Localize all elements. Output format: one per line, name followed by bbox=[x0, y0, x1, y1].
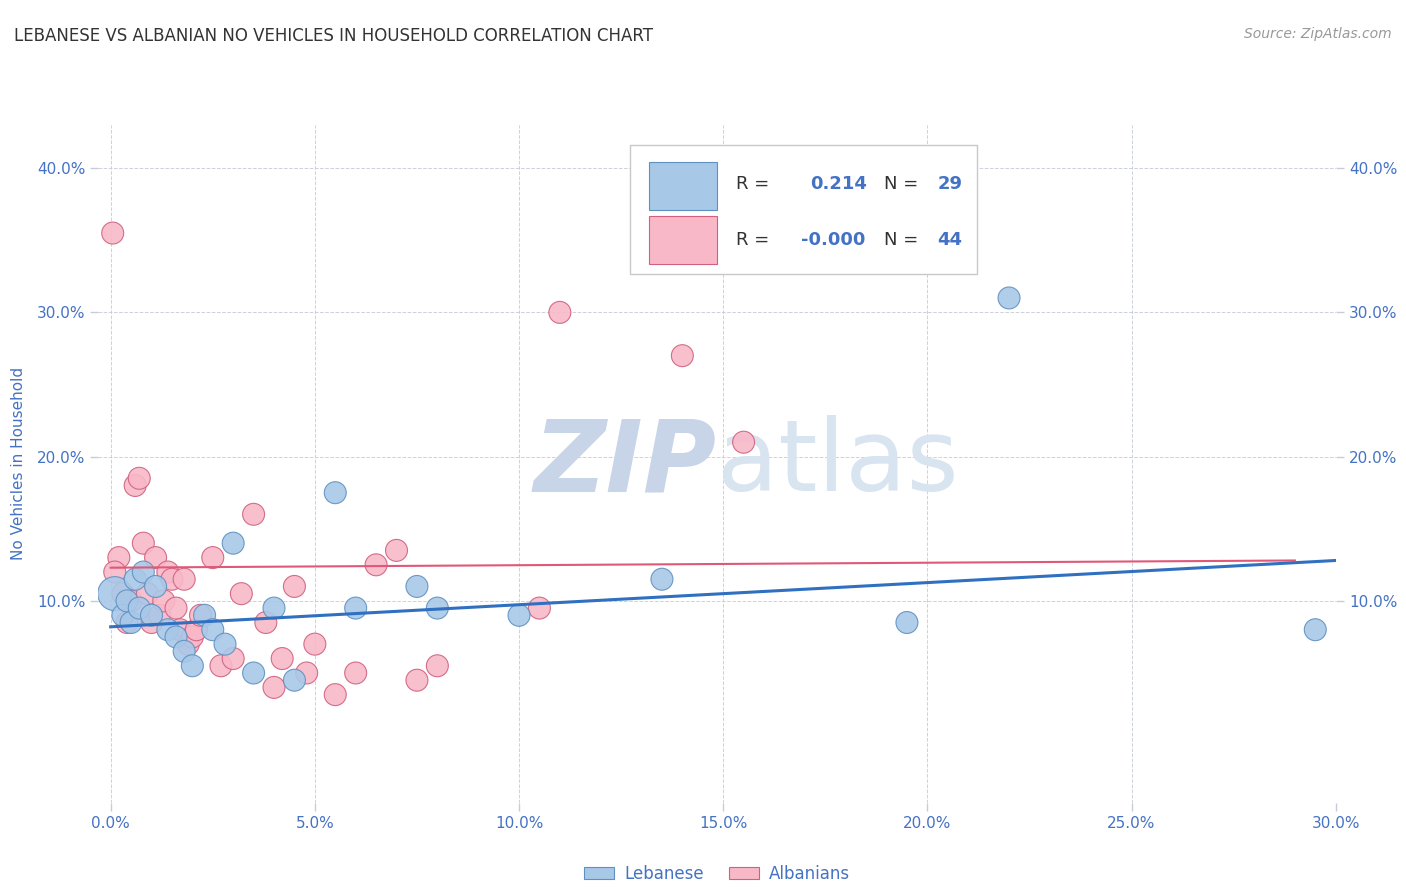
Point bbox=[124, 478, 146, 492]
Point bbox=[101, 226, 124, 240]
Point bbox=[194, 608, 217, 623]
Point bbox=[263, 601, 285, 615]
Text: 29: 29 bbox=[938, 175, 962, 193]
Point bbox=[1303, 623, 1326, 637]
Point bbox=[120, 594, 142, 608]
Point bbox=[529, 601, 551, 615]
Point bbox=[145, 579, 167, 593]
Text: ZIP: ZIP bbox=[534, 416, 717, 512]
Point bbox=[104, 587, 127, 601]
Point bbox=[186, 623, 208, 637]
Point bbox=[283, 579, 305, 593]
Point bbox=[323, 688, 346, 702]
Point bbox=[108, 550, 131, 565]
Point bbox=[165, 601, 187, 615]
Text: 0.214: 0.214 bbox=[810, 175, 866, 193]
FancyBboxPatch shape bbox=[650, 217, 717, 264]
Point bbox=[190, 608, 212, 623]
Text: R =: R = bbox=[735, 231, 775, 249]
Point bbox=[165, 630, 187, 644]
Point bbox=[132, 565, 155, 579]
Point bbox=[152, 594, 174, 608]
Text: LEBANESE VS ALBANIAN NO VEHICLES IN HOUSEHOLD CORRELATION CHART: LEBANESE VS ALBANIAN NO VEHICLES IN HOUS… bbox=[14, 27, 652, 45]
Point bbox=[149, 608, 172, 623]
Point bbox=[651, 572, 673, 586]
Point bbox=[128, 601, 150, 615]
Point bbox=[201, 623, 224, 637]
Point bbox=[160, 572, 183, 586]
Text: Source: ZipAtlas.com: Source: ZipAtlas.com bbox=[1244, 27, 1392, 41]
Point bbox=[173, 572, 195, 586]
Point bbox=[177, 637, 200, 651]
Point bbox=[115, 594, 138, 608]
Point bbox=[242, 508, 264, 522]
Point bbox=[120, 615, 142, 630]
Point bbox=[104, 565, 127, 579]
FancyBboxPatch shape bbox=[650, 162, 717, 210]
FancyBboxPatch shape bbox=[630, 145, 977, 274]
Point bbox=[254, 615, 277, 630]
Point bbox=[111, 587, 134, 601]
Text: 44: 44 bbox=[938, 231, 962, 249]
Point bbox=[344, 601, 367, 615]
Point bbox=[242, 665, 264, 680]
Point bbox=[231, 587, 253, 601]
Point bbox=[733, 435, 755, 450]
Point bbox=[181, 630, 204, 644]
Text: N =: N = bbox=[884, 231, 924, 249]
Point bbox=[145, 550, 167, 565]
Point bbox=[323, 485, 346, 500]
Point bbox=[426, 601, 449, 615]
Point bbox=[222, 651, 245, 665]
Point bbox=[173, 644, 195, 658]
Point bbox=[156, 623, 179, 637]
Point bbox=[111, 608, 134, 623]
Point bbox=[508, 608, 530, 623]
Point bbox=[201, 550, 224, 565]
Point bbox=[209, 658, 232, 673]
Point bbox=[141, 615, 163, 630]
Point bbox=[896, 615, 918, 630]
Point bbox=[283, 673, 305, 688]
Point bbox=[406, 673, 429, 688]
Point bbox=[214, 637, 236, 651]
Point bbox=[124, 572, 146, 586]
Text: -0.000: -0.000 bbox=[801, 231, 866, 249]
Point bbox=[132, 536, 155, 550]
Point bbox=[304, 637, 326, 651]
Point bbox=[548, 305, 571, 319]
Point bbox=[671, 349, 693, 363]
Point bbox=[141, 608, 163, 623]
Point bbox=[263, 681, 285, 695]
Point bbox=[295, 665, 318, 680]
Point bbox=[406, 579, 429, 593]
Text: atlas: atlas bbox=[717, 416, 959, 512]
Point bbox=[156, 565, 179, 579]
Point bbox=[222, 536, 245, 550]
Point bbox=[426, 658, 449, 673]
Point bbox=[136, 587, 159, 601]
Point bbox=[115, 615, 138, 630]
Point bbox=[344, 665, 367, 680]
Point bbox=[181, 658, 204, 673]
Y-axis label: No Vehicles in Household: No Vehicles in Household bbox=[11, 368, 25, 560]
Point bbox=[385, 543, 408, 558]
Point bbox=[128, 471, 150, 485]
Point bbox=[998, 291, 1021, 305]
Text: R =: R = bbox=[735, 175, 775, 193]
Point bbox=[169, 623, 191, 637]
Point bbox=[271, 651, 294, 665]
Point bbox=[364, 558, 387, 572]
Legend: Lebanese, Albanians: Lebanese, Albanians bbox=[578, 858, 856, 889]
Text: N =: N = bbox=[884, 175, 924, 193]
